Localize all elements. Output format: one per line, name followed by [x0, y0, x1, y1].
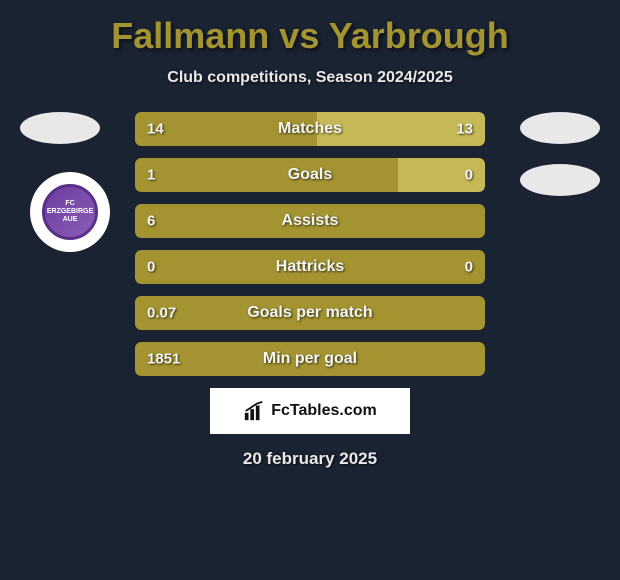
stat-value-left: 0	[147, 259, 155, 276]
main-area: FC ERZGEBIRGE AUE 14 Matches 13 1 Goals 0 6 Ass…	[0, 112, 620, 376]
stat-label: Goals	[288, 166, 332, 184]
stats-area: 14 Matches 13 1 Goals 0 6 Assists 0 Hattricks 0 0.0…	[135, 112, 485, 376]
stat-label: Min per goal	[263, 350, 357, 368]
stat-row: 1851 Min per goal	[135, 342, 485, 376]
stat-value-left: 1851	[147, 351, 180, 368]
date-text: 20 february 2025	[0, 449, 620, 469]
stat-label: Hattricks	[276, 258, 344, 276]
stat-value-right: 0	[465, 167, 473, 184]
club-left-badge: FC ERZGEBIRGE AUE	[30, 172, 110, 252]
stat-row: 14 Matches 13	[135, 112, 485, 146]
stat-row: 0 Hattricks 0	[135, 250, 485, 284]
comparison-card: Fallmann vs Yarbrough Club competitions,…	[0, 0, 620, 479]
stat-label: Goals per match	[247, 304, 372, 322]
stat-value-left: 0.07	[147, 305, 176, 322]
bar-left	[135, 158, 398, 192]
stat-row: 1 Goals 0	[135, 158, 485, 192]
stat-row: 6 Assists	[135, 204, 485, 238]
club-left-badge-inner: FC ERZGEBIRGE AUE	[42, 184, 98, 240]
fctables-link[interactable]: FcTables.com	[210, 388, 410, 434]
club-right-placeholder	[520, 164, 600, 196]
fctables-label: FcTables.com	[271, 402, 377, 420]
stat-value-right: 0	[465, 259, 473, 276]
subtitle: Club competitions, Season 2024/2025	[0, 69, 620, 87]
stat-row: 0.07 Goals per match	[135, 296, 485, 330]
player-left-avatar	[20, 112, 100, 144]
fctables-logo-icon	[243, 400, 265, 422]
stat-label: Matches	[278, 120, 342, 138]
stat-value-left: 1	[147, 167, 155, 184]
stat-label: Assists	[282, 212, 339, 230]
player-right-avatar	[520, 112, 600, 144]
page-title: Fallmann vs Yarbrough	[0, 15, 620, 57]
stat-value-left: 6	[147, 213, 155, 230]
stat-value-right: 13	[456, 121, 473, 138]
stat-value-left: 14	[147, 121, 164, 138]
